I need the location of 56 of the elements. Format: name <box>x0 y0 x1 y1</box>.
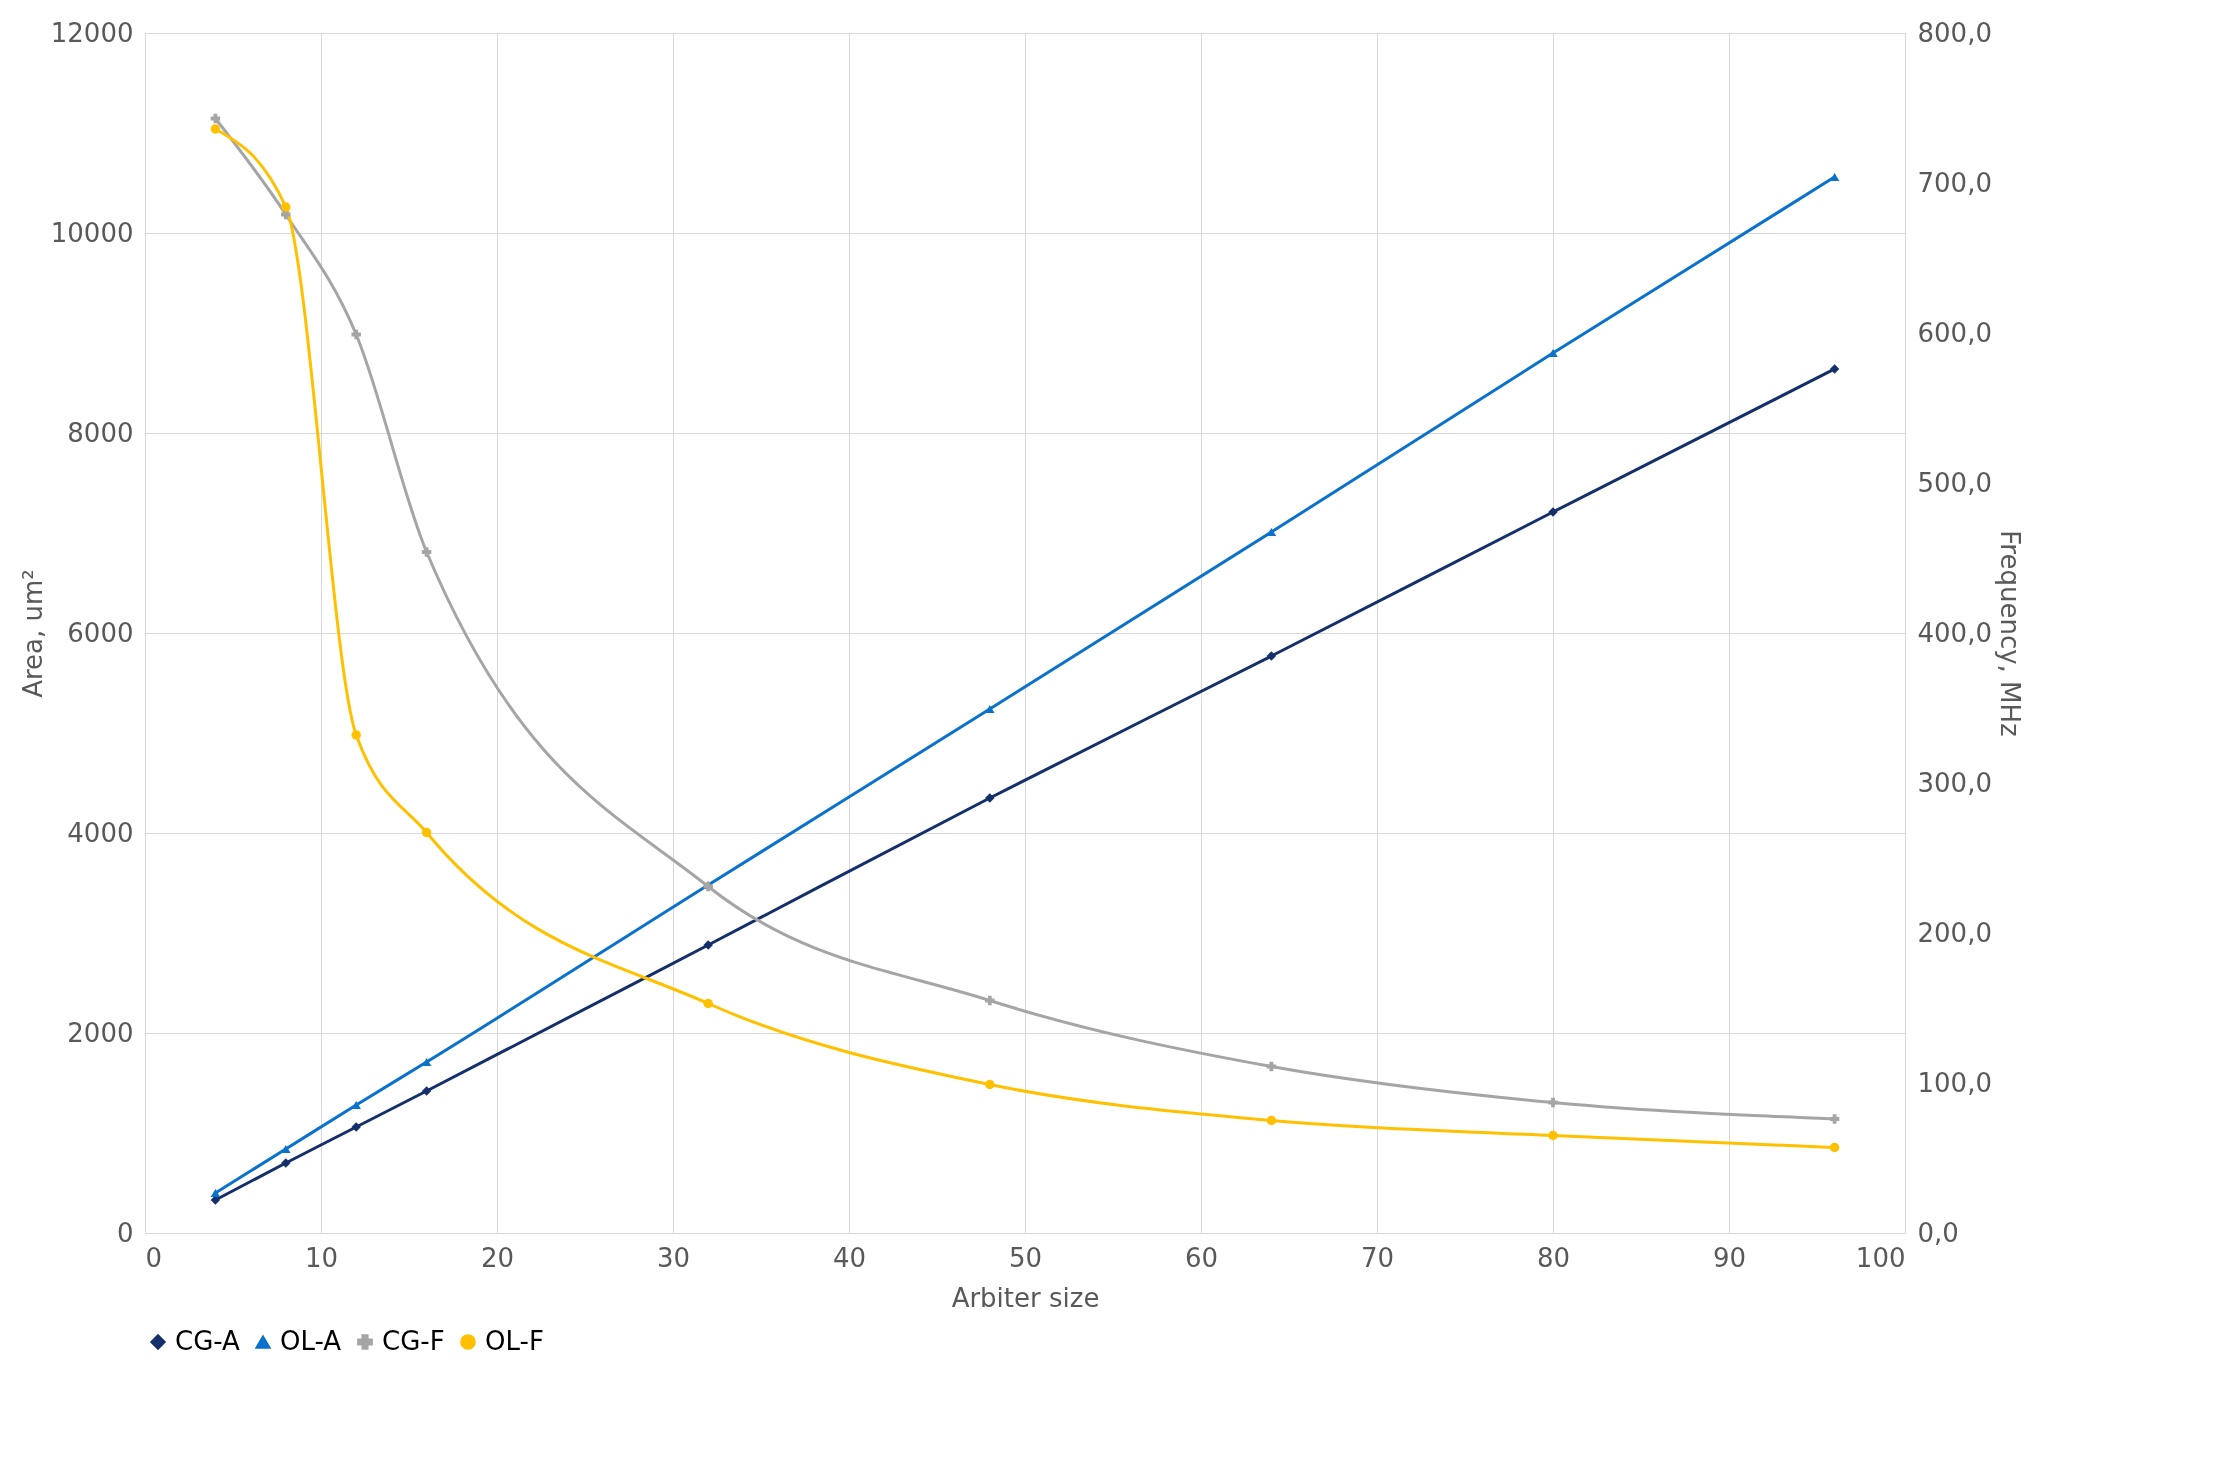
x-tick-label: 80 <box>1536 1242 1571 1273</box>
y-axis-title: Area, um² <box>17 569 48 698</box>
y-tick-label: 6000 <box>67 617 134 648</box>
x-tick-label: 10 <box>304 1242 339 1273</box>
x-tick-label: 60 <box>1184 1242 1219 1273</box>
legend-label: OL-A <box>280 1326 342 1356</box>
y2-tick-label: 100,0 <box>1917 1067 1992 1098</box>
point <box>421 547 432 557</box>
point <box>1548 348 1558 358</box>
legend-label: CG-F <box>382 1326 445 1356</box>
y2-tick-label: 200,0 <box>1917 917 1992 948</box>
y2-tick-label: 800,0 <box>1917 17 1992 48</box>
point <box>351 730 361 740</box>
y2-tick-label: 400,0 <box>1917 617 1992 648</box>
legend-label: CG-A <box>175 1326 241 1356</box>
y2-axis-title: Frequency, MHz <box>1994 530 2025 737</box>
y-tick-label: 2000 <box>67 1017 134 1048</box>
x-tick-label: 20 <box>480 1242 515 1273</box>
x-tick-label: 100 <box>1855 1242 1906 1273</box>
x-tick-label: 70 <box>1360 1242 1395 1273</box>
point <box>985 1079 995 1090</box>
point <box>210 1188 221 1198</box>
y-tick-label: 8000 <box>67 417 134 448</box>
point <box>1829 364 1840 374</box>
y2-tick-label: 500,0 <box>1917 467 1992 498</box>
point <box>1548 1097 1558 1108</box>
point <box>421 827 432 838</box>
y2-tick-label: 0,0 <box>1917 1217 1959 1248</box>
x-tick-label: 50 <box>1008 1242 1043 1273</box>
point <box>351 329 361 340</box>
y2-tick-label: 700,0 <box>1917 167 1992 198</box>
point <box>985 995 995 1006</box>
point <box>1829 1114 1840 1124</box>
point <box>1266 1115 1277 1126</box>
point <box>281 1144 291 1154</box>
y-tick-label: 10000 <box>50 217 134 248</box>
point <box>1266 651 1277 661</box>
y2-tick-label: 600,0 <box>1917 317 1992 348</box>
x-tick-label: 40 <box>832 1242 867 1273</box>
y-tick-label: 0 <box>116 1217 134 1248</box>
point <box>421 1086 432 1096</box>
point <box>351 1100 361 1110</box>
x-tick-label: 0 <box>145 1242 163 1273</box>
x-axis-title: Arbiter size <box>951 1282 1100 1313</box>
point <box>703 998 713 1009</box>
point <box>985 704 995 714</box>
legend-label: OL-F <box>485 1326 544 1356</box>
y-tick-label: 4000 <box>67 817 134 848</box>
x-tick-label: 90 <box>1712 1242 1747 1273</box>
point <box>210 124 221 134</box>
point <box>281 202 291 212</box>
y-tick-label: 12000 <box>50 17 134 48</box>
point <box>1548 1130 1558 1141</box>
y2-tick-label: 300,0 <box>1917 767 1992 798</box>
x-tick-label: 30 <box>656 1242 691 1273</box>
point <box>1829 1142 1840 1153</box>
